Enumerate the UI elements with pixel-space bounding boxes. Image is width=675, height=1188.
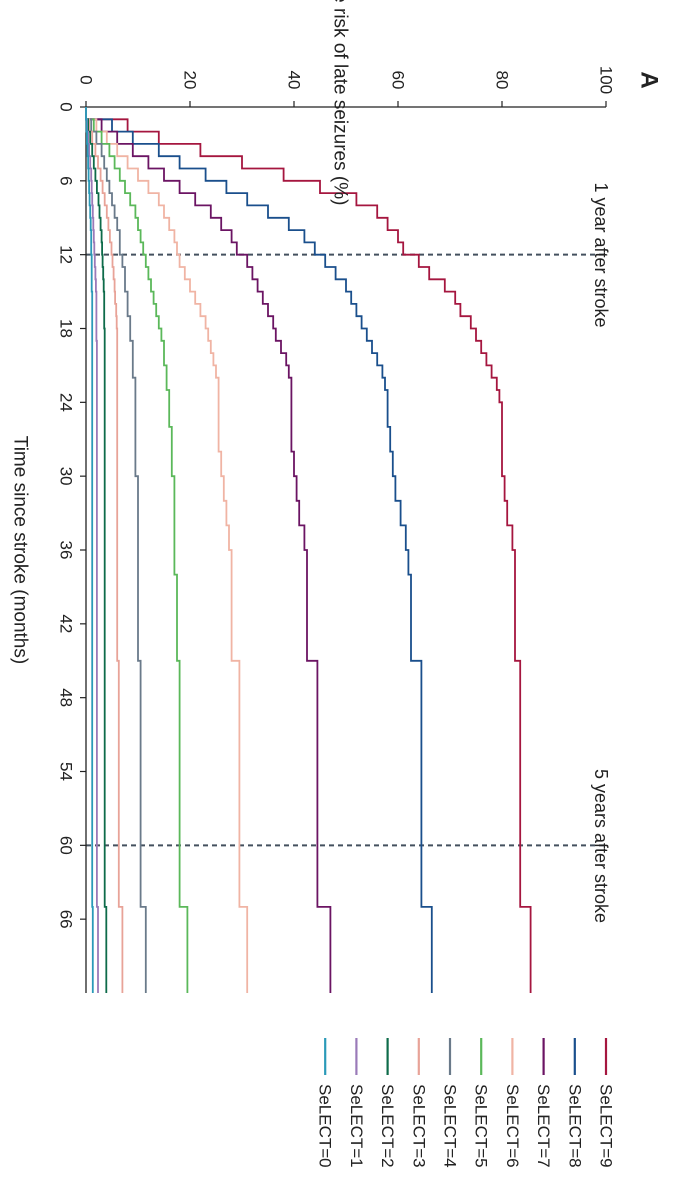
series-line-select-8 [85, 107, 433, 993]
legend-label: SeLECT=2 [378, 1084, 397, 1168]
series-group [85, 107, 532, 993]
reference-label-5-years: 5 years after stroke [591, 769, 611, 923]
risk-tick-label: 60 [389, 71, 408, 90]
legend-label: SeLECT=5 [472, 1084, 491, 1168]
risk-tick-label: 100 [597, 66, 616, 94]
legend-label: SeLECT=6 [503, 1084, 522, 1168]
time-tick-label: 66 [57, 910, 76, 929]
series-line-select-2 [85, 107, 108, 993]
time-tick-label: 30 [57, 467, 76, 486]
risk-tick-label: 40 [285, 71, 304, 90]
axes-group [85, 106, 606, 993]
series-line-select-6 [85, 107, 249, 993]
labels-group: Cumulative absolute risk of late seizure… [10, 0, 663, 923]
time-tick-label: 60 [57, 836, 76, 855]
risk-tick-label: 20 [181, 71, 200, 90]
series-line-select-0 [85, 107, 94, 993]
time-tick-label: 12 [56, 245, 75, 264]
legend-label: SeLECT=3 [409, 1084, 428, 1168]
ticks-group: 0 6 12 18 24 30 36 42 48 54 60 66 0 20 40 60 80 100 [56, 66, 615, 929]
risk-axis-title: Cumulative absolute risk of late seizure… [330, 0, 351, 205]
series-line-select-4 [85, 107, 147, 993]
risk-tick-label: 0 [77, 75, 96, 84]
time-tick-label: 36 [57, 541, 76, 560]
time-tick-label: 24 [57, 393, 76, 412]
series-line-select-9 [85, 107, 532, 993]
panel-label: A [636, 71, 663, 88]
legend-label: SeLECT=7 [534, 1084, 553, 1168]
legend-label: SeLECT=8 [565, 1084, 584, 1168]
legend-label: SeLECT=4 [441, 1084, 460, 1168]
time-axis-title: Time since stroke (months) [10, 436, 31, 664]
series-line-select-5 [85, 107, 189, 993]
risk-tick-label: 80 [493, 71, 512, 90]
time-tick-label: 48 [57, 688, 76, 707]
legend-label: SeLECT=0 [316, 1084, 335, 1168]
time-tick-label: 0 [57, 102, 76, 111]
time-tick-label: 54 [57, 762, 76, 781]
time-tick-label: 42 [57, 614, 76, 633]
series-line-select-7 [85, 107, 332, 993]
series-line-select-3 [85, 107, 124, 993]
reference-label-1-year: 1 year after stroke [591, 182, 611, 327]
legend-label: SeLECT=9 [597, 1084, 616, 1168]
series-line-select-1 [85, 107, 99, 993]
legend: SeLECT=9 SeLECT=8 SeLECT=7 SeLECT=6 SeLECT=5… [316, 1038, 616, 1168]
legend-label: SeLECT=1 [347, 1084, 366, 1168]
time-tick-label: 18 [57, 319, 76, 338]
time-tick-label: 6 [57, 176, 76, 185]
